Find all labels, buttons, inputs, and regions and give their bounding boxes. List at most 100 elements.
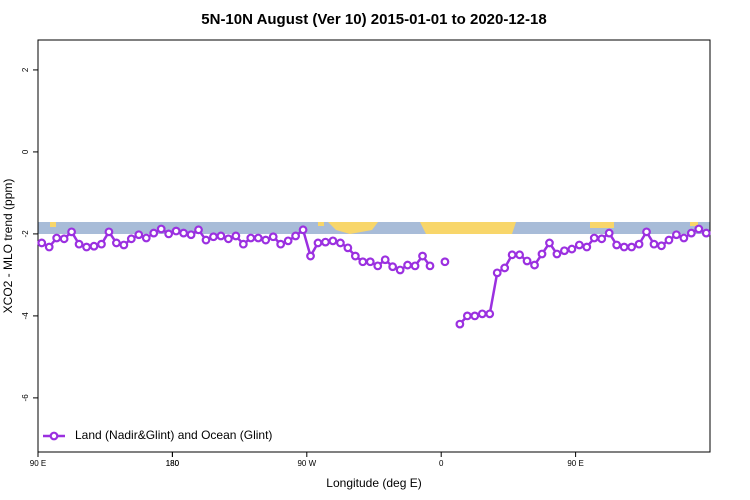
map-strip — [38, 222, 710, 234]
data-point — [418, 251, 427, 261]
data-point — [67, 227, 76, 237]
data-point — [298, 225, 308, 235]
data-point — [216, 231, 226, 241]
data-point — [485, 309, 495, 319]
data-point — [37, 238, 47, 248]
data-point — [111, 238, 121, 248]
data-point — [694, 224, 704, 234]
data-point — [179, 228, 189, 238]
data-point — [597, 234, 607, 244]
data-point — [627, 242, 636, 252]
data-point — [82, 242, 91, 252]
data-point — [642, 227, 651, 237]
data-point — [119, 240, 129, 250]
data-point — [380, 255, 390, 265]
data-point — [403, 260, 413, 270]
data-point — [619, 242, 629, 252]
data-point — [343, 243, 353, 253]
y-tick-label: -4 — [21, 312, 30, 320]
data-point — [186, 230, 196, 240]
data-point — [515, 250, 524, 260]
data-point — [560, 246, 569, 256]
data-point — [321, 237, 330, 247]
data-point — [365, 257, 375, 267]
data-point — [52, 233, 62, 243]
x-tick-label: 0 — [439, 459, 444, 468]
data-point — [276, 239, 286, 249]
data-point — [306, 251, 315, 261]
y-axis-label: XCO2 - MLO trend (ppm) — [1, 179, 15, 314]
data-point — [74, 239, 84, 249]
data-point — [141, 233, 151, 243]
land-patch — [590, 222, 614, 228]
x-tick-label: 180 — [166, 459, 180, 468]
y-tick-label: 0 — [21, 149, 30, 154]
data-point — [373, 261, 383, 271]
y-tick-label: -6 — [21, 394, 30, 402]
data-point — [582, 242, 592, 252]
land-patch — [328, 222, 378, 234]
data-point — [701, 228, 711, 238]
data-point — [291, 231, 301, 241]
plot-frame — [37, 39, 711, 453]
land-patch — [420, 222, 516, 234]
data-point — [231, 231, 241, 241]
data-point — [358, 257, 368, 267]
data-point — [97, 239, 106, 249]
x-tick-label: 90 W — [297, 459, 316, 468]
data-point — [328, 236, 338, 246]
data-point — [164, 229, 174, 239]
data-point — [537, 249, 547, 259]
data-point — [134, 230, 144, 240]
data-point — [462, 311, 472, 321]
data-point — [425, 261, 435, 271]
data-point — [589, 233, 599, 243]
data-point — [657, 241, 666, 251]
data-point — [313, 238, 323, 248]
data-point — [156, 224, 166, 234]
ocean-strip — [38, 222, 710, 234]
data-point — [455, 319, 465, 329]
data-point — [238, 239, 248, 249]
y-tick-label: 2 — [21, 67, 30, 72]
data-point — [268, 232, 278, 242]
data-point — [470, 311, 480, 321]
data-point — [410, 261, 420, 271]
x-tick-label: 90 E — [30, 459, 46, 468]
data-point — [223, 234, 233, 244]
data-point — [388, 262, 398, 272]
data-point — [664, 235, 674, 245]
x-axis-label: Longitude (deg E) — [326, 476, 421, 490]
legend-marker — [49, 431, 59, 441]
data-point — [194, 225, 203, 235]
x-tick-label: 180 — [166, 459, 180, 468]
data-point — [567, 244, 577, 254]
data-point — [522, 256, 532, 266]
data-point — [612, 240, 622, 250]
data-point — [440, 257, 450, 267]
data-point — [104, 227, 114, 237]
data-point — [89, 241, 99, 251]
data-point — [500, 263, 510, 273]
data-point — [171, 226, 181, 236]
land-patch — [690, 222, 698, 226]
data-point — [336, 238, 345, 248]
data-point — [679, 233, 689, 243]
data-point — [283, 236, 293, 246]
data-point — [492, 268, 502, 278]
data-point — [477, 309, 487, 319]
data-point — [649, 239, 659, 249]
y-tick-label: -2 — [21, 230, 30, 238]
data-point — [59, 234, 69, 244]
data-point — [574, 240, 584, 250]
data-point — [545, 238, 554, 248]
chart-title: 5N-10N August (Ver 10) 2015-01-01 to 202… — [201, 11, 546, 28]
data-point — [350, 251, 360, 261]
land-patch — [318, 222, 324, 226]
data-point — [604, 228, 614, 238]
data-point — [201, 235, 211, 245]
data-point — [261, 235, 271, 245]
data-point — [395, 265, 405, 275]
data-point — [246, 233, 256, 243]
data-point — [552, 249, 562, 259]
